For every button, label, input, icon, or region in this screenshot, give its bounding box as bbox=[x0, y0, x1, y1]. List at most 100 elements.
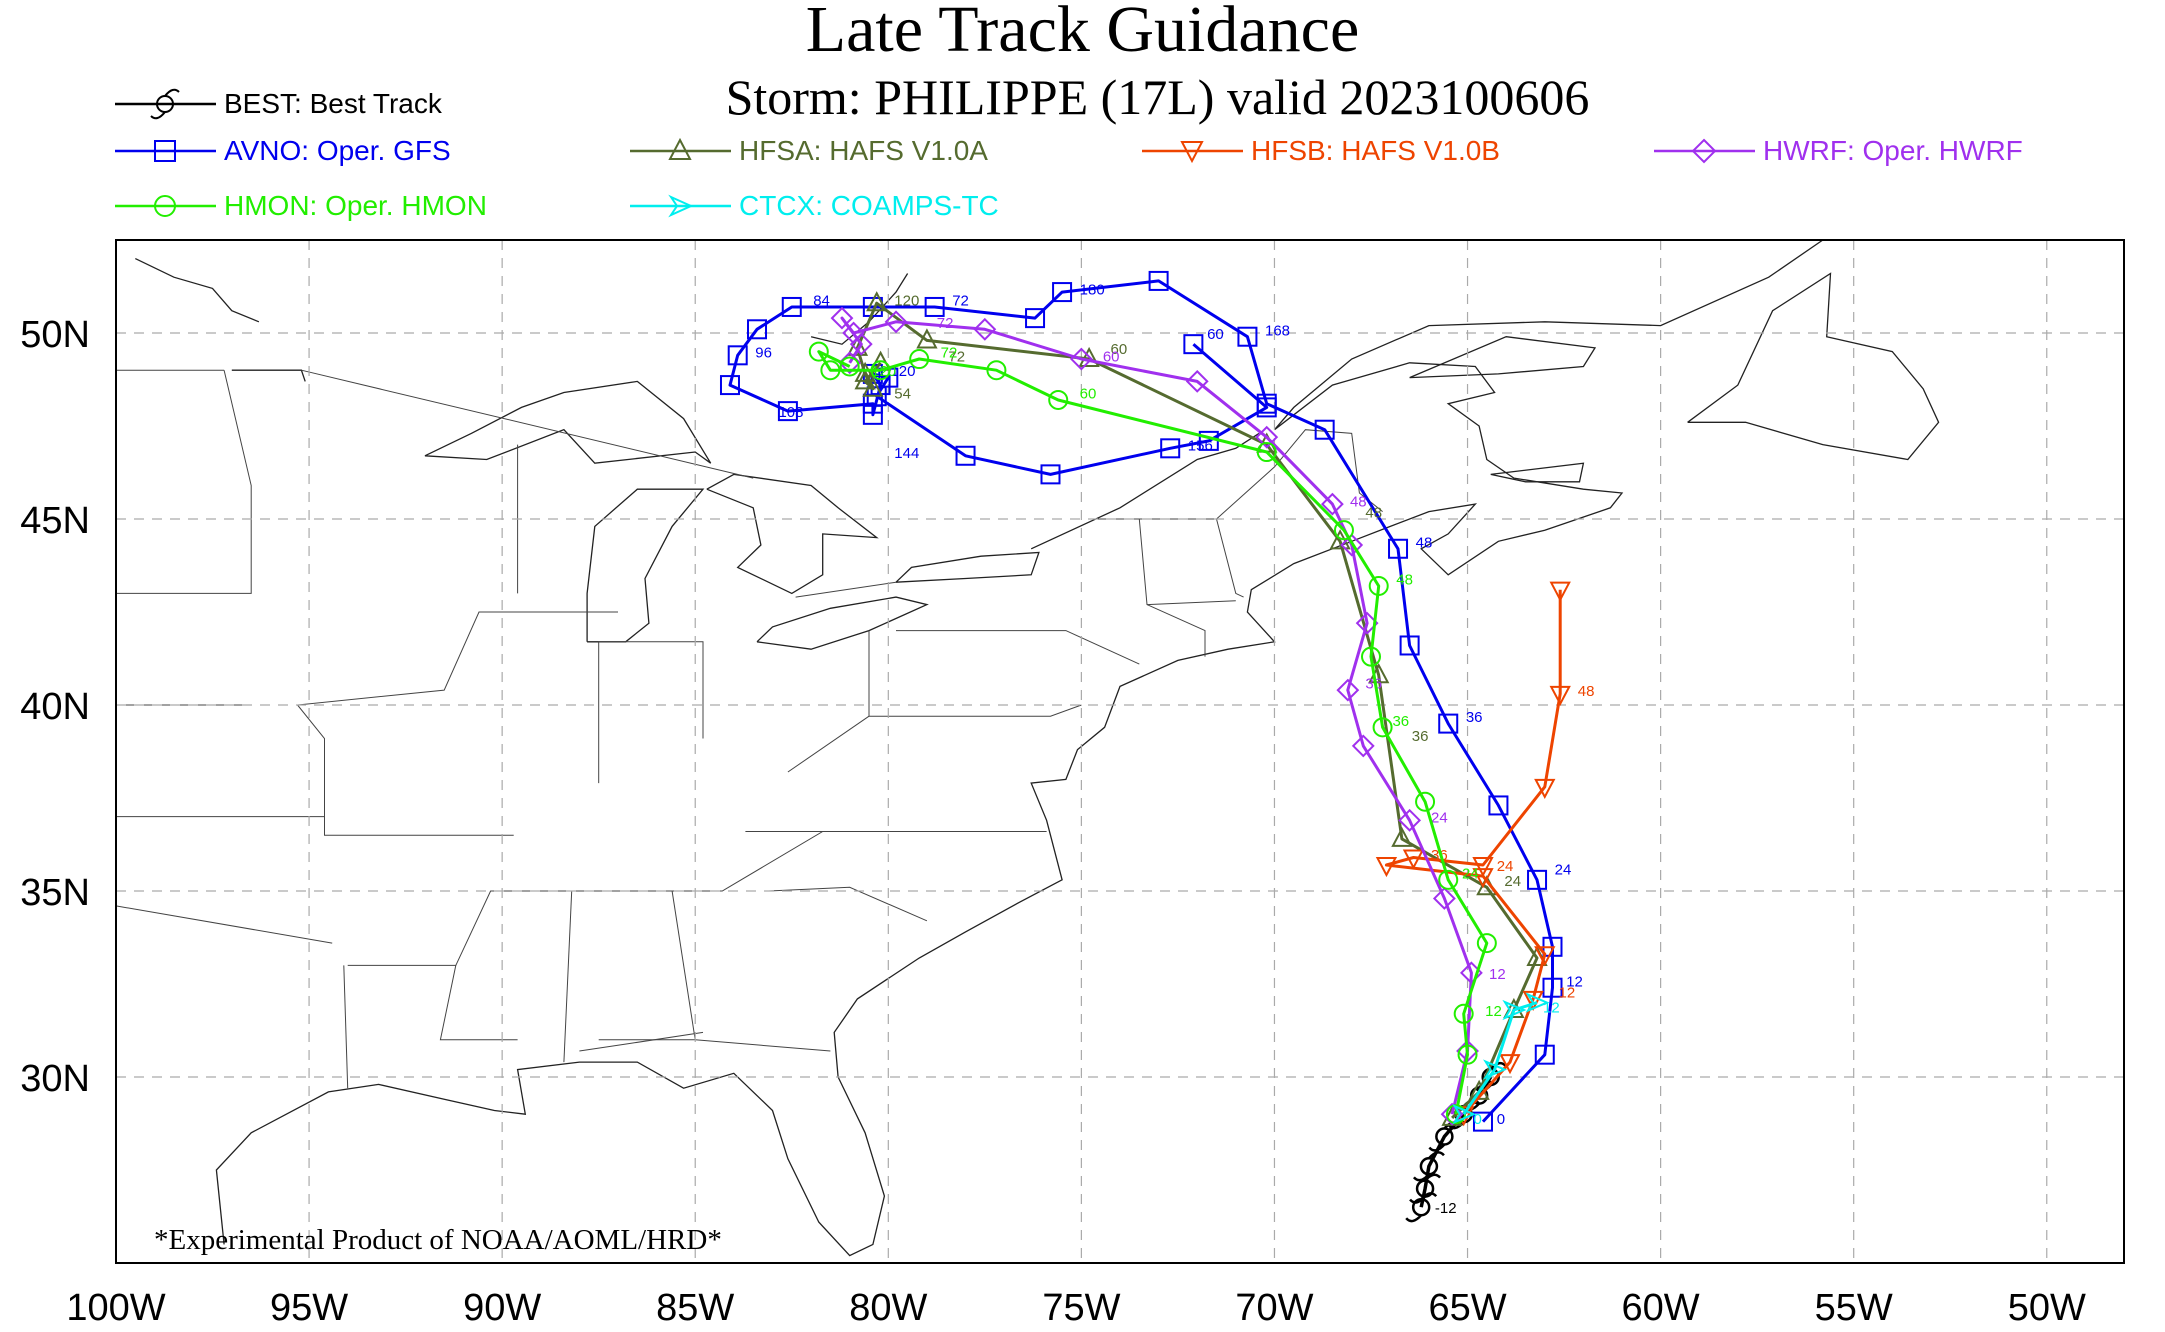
track-point-marker bbox=[1438, 713, 1459, 734]
state-border bbox=[563, 890, 573, 1063]
lon-tick-label: 65W bbox=[1428, 1287, 1506, 1329]
legend-item-avno: AVNO: Oper. GFS bbox=[113, 131, 451, 171]
state-border bbox=[579, 1031, 704, 1052]
track-hour-label: 156 bbox=[1188, 438, 1213, 455]
track-point-marker bbox=[1438, 869, 1459, 890]
state-borders-layer bbox=[115, 369, 1383, 1089]
track-line bbox=[1462, 1001, 1538, 1116]
track-point-marker bbox=[1361, 646, 1381, 667]
legend-label-best: BEST: Best Track bbox=[224, 88, 442, 119]
state-border bbox=[598, 641, 704, 784]
legend-item-hwrf: HWRF: Oper. HWRF bbox=[1652, 131, 2023, 171]
track-point-marker bbox=[1320, 492, 1344, 516]
track-point-marker bbox=[1256, 397, 1277, 418]
track-hour-label: 48 bbox=[1350, 493, 1367, 510]
track-point-marker bbox=[1351, 734, 1375, 758]
track-point-marker bbox=[862, 376, 884, 397]
lat-tick-label: 45N bbox=[20, 500, 90, 542]
track-point-marker bbox=[1488, 795, 1509, 816]
track-hour-label: 120 bbox=[871, 363, 896, 380]
legend-label-ctcx: CTCX: COAMPS-TC bbox=[739, 190, 999, 221]
track-point-marker bbox=[973, 317, 997, 341]
track-point-marker bbox=[1457, 1044, 1478, 1065]
track-hour-label: 60 bbox=[1103, 348, 1120, 365]
track-hour-label: 36 bbox=[1466, 709, 1483, 726]
track-hour-label: 72 bbox=[948, 348, 965, 365]
track-point-marker bbox=[1048, 389, 1069, 410]
track-point-marker bbox=[808, 341, 829, 362]
lon-tick-label: 75W bbox=[1042, 1287, 1120, 1329]
track-point-marker bbox=[1255, 425, 1279, 449]
track-point-marker bbox=[1391, 826, 1413, 847]
state-border bbox=[347, 964, 518, 1041]
coastline bbox=[1409, 336, 1597, 379]
track-point-marker bbox=[1052, 282, 1073, 303]
coastline bbox=[1490, 462, 1585, 483]
track-point-marker bbox=[777, 401, 798, 422]
track-point-marker bbox=[1336, 678, 1360, 702]
lat-tick-label: 40N bbox=[20, 686, 90, 728]
track-hour-label: 72 bbox=[952, 293, 969, 310]
track-point-marker bbox=[1549, 581, 1571, 602]
track-point-marker bbox=[1432, 887, 1456, 910]
track-point-marker bbox=[1368, 575, 1389, 596]
track-point-marker bbox=[870, 360, 891, 381]
lon-tick-label: 85W bbox=[656, 1287, 734, 1329]
lon-tick-label: 70W bbox=[1235, 1287, 1313, 1329]
lat-tick-label: 50N bbox=[20, 314, 90, 356]
coastline bbox=[424, 380, 712, 464]
track-point-marker bbox=[1256, 442, 1277, 463]
track-ctcx: 12 0 bbox=[1452, 992, 1560, 1128]
chart-title: Late Track Guidance bbox=[805, 0, 1360, 66]
track-point-marker bbox=[1525, 992, 1550, 1013]
lon-tick-label: 60W bbox=[1622, 1287, 1700, 1329]
chart-subtitle: Storm: PHILIPPE (17L) valid 2023100606 bbox=[725, 69, 1590, 125]
track-point-marker bbox=[1340, 533, 1364, 557]
track-point-marker bbox=[1412, 1151, 1445, 1182]
track-hour-label: 72 bbox=[941, 345, 958, 362]
state-border bbox=[787, 715, 870, 773]
lat-tick-label: 30N bbox=[20, 1058, 90, 1100]
lon-tick-label: 95W bbox=[270, 1287, 348, 1329]
track-point-marker bbox=[747, 319, 768, 340]
legend-item-ctcx: CTCX: COAMPS-TC bbox=[628, 186, 999, 226]
state-border bbox=[116, 816, 514, 836]
coastline bbox=[1030, 432, 1260, 550]
legend-item-hfsb: HFSB: HAFS V1.0B bbox=[1140, 131, 1500, 171]
track-point-marker bbox=[916, 328, 938, 349]
track-point-marker bbox=[1483, 1059, 1508, 1080]
state-border bbox=[896, 630, 1140, 665]
track-point-marker bbox=[719, 375, 740, 396]
state-border bbox=[115, 905, 333, 944]
coastline bbox=[756, 596, 929, 650]
track-hour-label: 12 bbox=[1543, 999, 1560, 1016]
track-point-marker bbox=[1534, 1044, 1555, 1065]
track-point-marker bbox=[1522, 990, 1544, 1012]
track-point-marker bbox=[1040, 464, 1061, 485]
track-point-marker bbox=[854, 361, 876, 382]
track-hour-label: 108 bbox=[778, 404, 803, 421]
state-border bbox=[1138, 518, 1206, 657]
track-point-marker bbox=[955, 445, 976, 466]
legend-circle-icon bbox=[115, 195, 216, 217]
track-point-marker bbox=[884, 310, 908, 334]
track-point-marker bbox=[1375, 856, 1398, 878]
track-point-marker bbox=[1069, 347, 1093, 371]
lat-tick-label: 35N bbox=[20, 872, 90, 914]
track-hour-label: 36 bbox=[1412, 728, 1429, 745]
legend-arrow-icon bbox=[630, 194, 731, 218]
track-hour-label: 54 bbox=[894, 386, 911, 403]
footnote: *Experimental Product of NOAA/AOML/HRD* bbox=[154, 1224, 722, 1256]
track-hour-label: 48 bbox=[1578, 683, 1595, 700]
legend-label-hfsb: HFSB: HAFS V1.0B bbox=[1251, 135, 1500, 166]
track-hour-label: 12 bbox=[1566, 973, 1583, 990]
track-point-marker bbox=[839, 356, 860, 377]
track-point-marker bbox=[1388, 538, 1409, 559]
track-point-marker bbox=[924, 296, 945, 317]
legend-triangle-down-icon bbox=[1142, 141, 1243, 164]
track-point-marker bbox=[1453, 1003, 1474, 1024]
track-hour-label: 120 bbox=[894, 293, 919, 310]
state-border bbox=[768, 886, 928, 922]
track-line bbox=[840, 316, 1473, 1115]
